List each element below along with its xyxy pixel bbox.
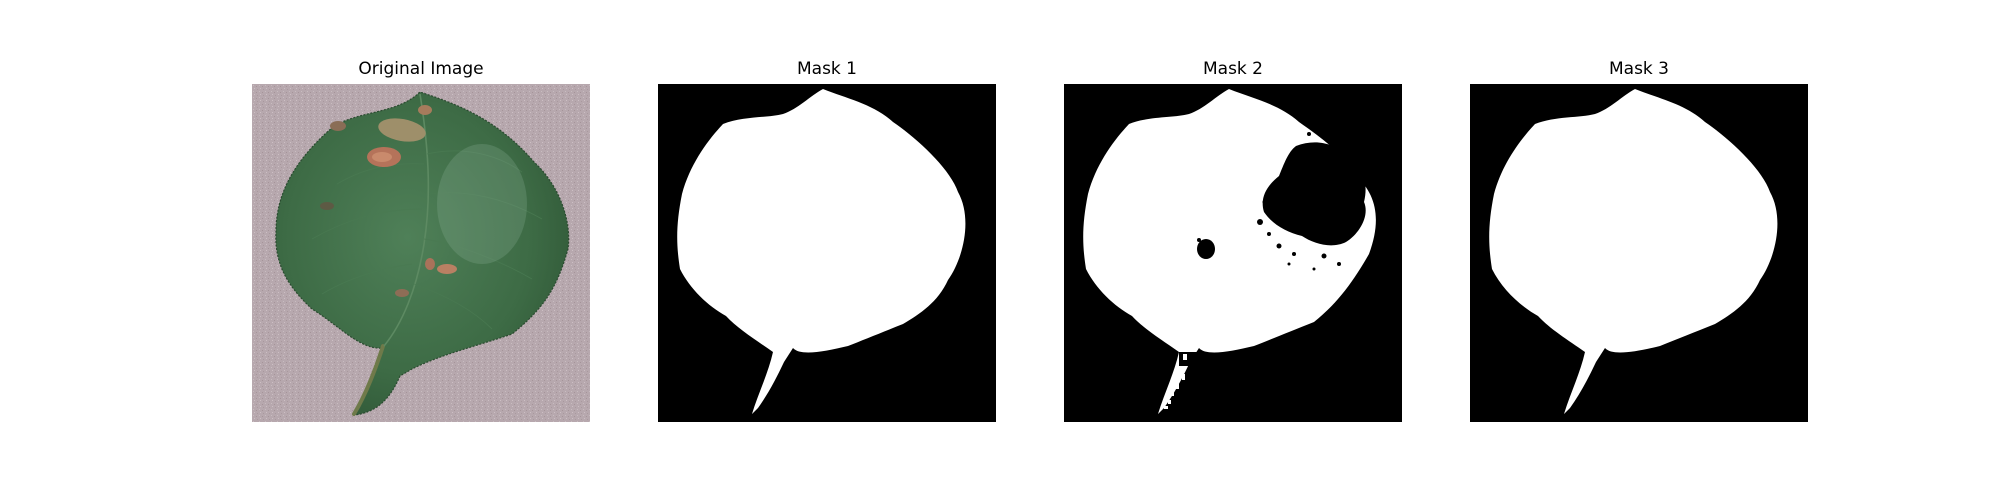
leaf-midrib (383, 93, 430, 347)
leaf-lesions (320, 105, 457, 297)
panel-title-mask-3: Mask 3 (1608, 59, 1669, 79)
mask-1-leaf (677, 89, 966, 414)
panel-title-mask-1: Mask 1 (796, 59, 857, 79)
panel-title-mask-2: Mask 2 (1202, 59, 1263, 79)
mask-2-image (1064, 84, 1402, 422)
mask-2-hole-small (1197, 239, 1215, 259)
mask-2-hole-large (1262, 142, 1366, 246)
leaf-stem (352, 344, 385, 416)
panel-title-original: Original Image (358, 59, 484, 79)
original-leaf-image (252, 84, 590, 422)
mask-1-image (658, 84, 996, 422)
mask-3-image (1470, 84, 1808, 422)
mask-3-leaf (1489, 89, 1778, 414)
